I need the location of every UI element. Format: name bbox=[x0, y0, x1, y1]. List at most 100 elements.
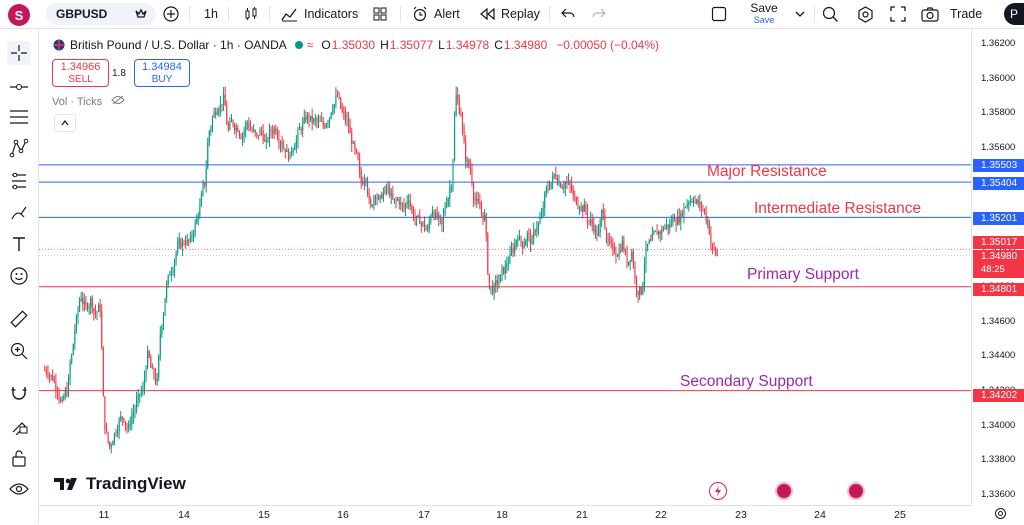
candle-body bbox=[204, 182, 206, 186]
candle-body bbox=[476, 198, 478, 201]
candle-body bbox=[463, 127, 465, 143]
candle-body bbox=[398, 199, 400, 204]
candle-body bbox=[447, 198, 449, 205]
candle-body bbox=[308, 114, 310, 120]
candle-body bbox=[243, 131, 245, 136]
buy-button[interactable]: 1.34984 BUY bbox=[134, 59, 190, 87]
rewind-icon bbox=[480, 7, 495, 21]
candle-body bbox=[678, 216, 680, 223]
volume-legend[interactable]: Vol · Ticks bbox=[52, 95, 125, 108]
trend-line-icon[interactable] bbox=[7, 75, 31, 99]
event-flag-icon[interactable] bbox=[775, 482, 793, 500]
candle-body bbox=[503, 266, 505, 274]
sell-button[interactable]: 1.34966 SELL bbox=[52, 59, 109, 87]
settings-gear-icon[interactable] bbox=[857, 0, 874, 28]
candle-body bbox=[88, 306, 90, 309]
candle-body bbox=[523, 246, 525, 248]
trade-button[interactable]: Trade bbox=[950, 7, 983, 21]
event-lightning-icon[interactable] bbox=[709, 482, 727, 500]
layout-square-icon[interactable] bbox=[711, 0, 727, 28]
publish-button[interactable]: P bbox=[1004, 3, 1024, 25]
templates-grid-icon[interactable] bbox=[372, 0, 388, 28]
save-label: Save bbox=[750, 1, 778, 15]
candle-body bbox=[705, 211, 707, 222]
emoji-icon[interactable] bbox=[7, 264, 31, 288]
candle-body bbox=[85, 301, 87, 306]
replay-button[interactable]: Replay bbox=[479, 0, 540, 28]
candle-body bbox=[172, 271, 174, 274]
candle-body bbox=[553, 174, 555, 177]
fullscreen-icon[interactable] bbox=[890, 0, 906, 28]
candle-body bbox=[624, 249, 626, 253]
candle-body bbox=[650, 240, 652, 242]
price-chart[interactable] bbox=[39, 29, 971, 505]
axis-settings-icon[interactable] bbox=[994, 507, 1007, 525]
time-axis[interactable] bbox=[39, 505, 971, 524]
forecast-tool-icon[interactable] bbox=[7, 169, 31, 193]
collapse-legend-button[interactable] bbox=[54, 114, 76, 132]
price-axis[interactable] bbox=[971, 29, 1024, 505]
candle-body bbox=[528, 232, 530, 234]
candle-body bbox=[186, 239, 188, 244]
crosshair-icon[interactable] bbox=[7, 41, 31, 65]
text-tool-icon[interactable] bbox=[7, 232, 31, 256]
candle-body bbox=[669, 224, 671, 229]
volume-label: Vol · Ticks bbox=[52, 96, 103, 108]
lock-icon[interactable] bbox=[7, 446, 31, 470]
candle-body bbox=[389, 187, 391, 196]
candle-body bbox=[689, 201, 691, 203]
candle-body bbox=[561, 186, 563, 189]
candle-body bbox=[270, 129, 272, 132]
candle-body bbox=[354, 142, 356, 150]
eye-icon[interactable] bbox=[7, 477, 31, 501]
candle-body bbox=[696, 199, 698, 202]
pattern-tool-icon[interactable] bbox=[7, 136, 31, 160]
quick-search-icon[interactable] bbox=[822, 0, 839, 28]
candle-body bbox=[427, 228, 429, 231]
candle-body bbox=[52, 375, 54, 380]
candle-body bbox=[47, 372, 49, 375]
brush-icon[interactable] bbox=[7, 201, 31, 225]
crown-icon[interactable] bbox=[134, 8, 148, 20]
candle-body bbox=[104, 396, 106, 431]
magnet-icon[interactable] bbox=[7, 381, 31, 405]
candle-body bbox=[691, 201, 693, 203]
major-resistance-label[interactable]: Major Resistance bbox=[707, 163, 827, 180]
compare-symbol-icon[interactable] bbox=[163, 0, 179, 28]
candle-body bbox=[458, 99, 460, 114]
event-flag-icon[interactable] bbox=[847, 482, 865, 500]
candle-body bbox=[409, 200, 411, 207]
candle-body bbox=[423, 221, 426, 228]
primary-support-label[interactable]: Primary Support bbox=[747, 266, 859, 283]
candle-body bbox=[346, 119, 348, 121]
intermediate-resistance-label[interactable]: Intermediate Resistance bbox=[754, 200, 922, 217]
chevron-down-icon[interactable] bbox=[795, 0, 805, 28]
replay-label: Replay bbox=[501, 7, 540, 21]
candle-body bbox=[515, 239, 517, 247]
redo-icon[interactable] bbox=[592, 0, 606, 28]
alert-button[interactable]: Alert bbox=[412, 0, 460, 28]
time-axis-label: 16 bbox=[337, 509, 349, 521]
interval-button[interactable]: 1h bbox=[204, 7, 218, 21]
symbol-title[interactable]: British Pound / U.S. Dollar · 1h · OANDA bbox=[70, 38, 287, 52]
candle-body bbox=[659, 231, 661, 234]
price-axis-label: 1.34400 bbox=[981, 350, 1016, 362]
user-avatar[interactable]: S bbox=[8, 4, 30, 26]
candle-body bbox=[435, 212, 437, 219]
undo-icon[interactable] bbox=[561, 0, 575, 28]
candle-body bbox=[411, 206, 413, 211]
zoom-in-icon[interactable] bbox=[7, 339, 31, 363]
ruler-icon[interactable] bbox=[7, 307, 31, 331]
camera-icon[interactable] bbox=[921, 0, 939, 28]
fib-retracement-icon[interactable] bbox=[7, 105, 31, 129]
candle-body bbox=[384, 187, 386, 193]
candles-type-icon[interactable] bbox=[243, 0, 259, 28]
candle-body bbox=[686, 203, 688, 207]
lock-drawing-icon[interactable] bbox=[7, 414, 31, 438]
save-button[interactable]: Save Save bbox=[748, 2, 780, 26]
indicators-button[interactable]: Indicators bbox=[281, 0, 358, 28]
secondary-support-label[interactable]: Secondary Support bbox=[680, 373, 813, 390]
eye-off-icon[interactable] bbox=[111, 95, 125, 105]
candle-body bbox=[662, 229, 664, 231]
symbol-search-button[interactable]: GBPUSD bbox=[46, 3, 156, 25]
